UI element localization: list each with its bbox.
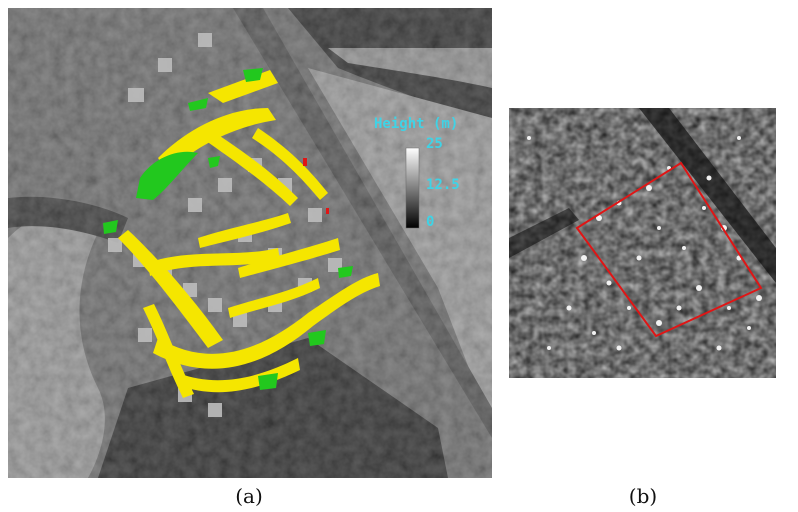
sar-intensity-image [509,108,776,378]
colorbar-max-label: 25 [426,136,443,152]
colorbar-title: Height (m) [374,116,458,132]
height-map-image [8,8,492,478]
height-map-panel: Height (m) 25 12.5 0 [8,8,492,478]
colorbar-min-label: 0 [426,214,434,230]
caption-a: (a) [219,484,279,508]
sar-image-panel [509,108,776,378]
colorbar-mid-label: 12.5 [426,177,460,193]
caption-b: (b) [613,484,673,508]
colorbar-gradient [406,148,419,228]
